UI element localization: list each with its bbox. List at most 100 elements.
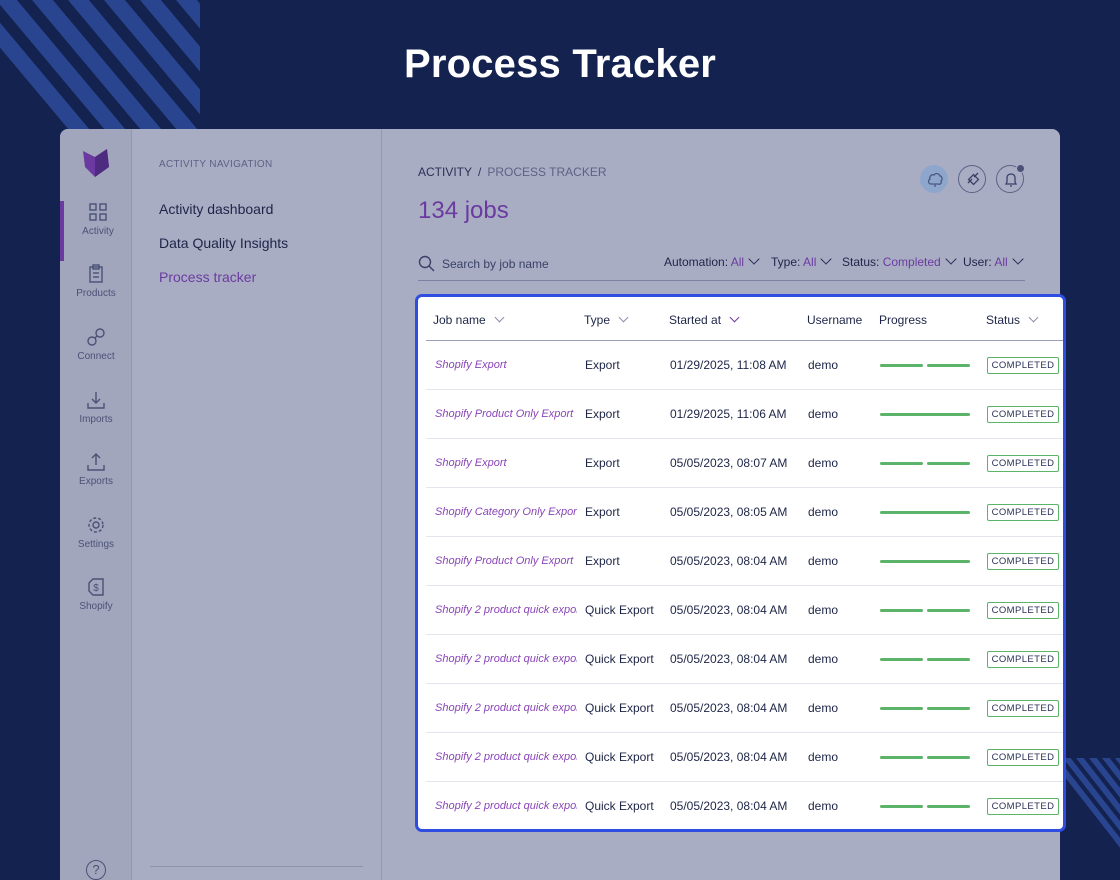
rail-item-settings[interactable]: Settings [60,514,132,574]
search-icon [418,255,435,272]
rail-item-label: Exports [79,476,113,487]
column-header-type[interactable]: Type [584,297,629,344]
table-row[interactable]: Shopify 2 product quick export Quick Expo… [426,733,1063,782]
job-type: Quick Export [585,603,654,617]
subnav-title: ACTIVITY NAVIGATION [159,159,273,170]
job-name-link[interactable]: Shopify Product Only Export [435,555,574,567]
status-badge: COMPLETED [987,700,1059,717]
started-at: 05/05/2023, 08:04 AM [670,701,788,715]
column-label: Username [807,313,863,327]
table-row[interactable]: Shopify 2 product quick export Quick Expo… [426,782,1063,829]
table-row[interactable]: Shopify 2 product quick export Quick Expo… [426,586,1063,635]
filter-user[interactable]: User: All [963,253,1024,269]
progress-segment [880,707,923,710]
chevron-down-icon [820,253,833,265]
started-at: 05/05/2023, 08:04 AM [670,554,788,568]
subnav-item-process-tracker[interactable]: Process tracker [159,269,257,285]
table-row[interactable]: Shopify Product Only Export Export 05/05/2… [426,537,1063,586]
progress-segment [880,413,970,416]
started-at: 05/05/2023, 08:04 AM [670,750,788,764]
job-type: Export [585,554,620,568]
username: demo [808,652,839,666]
status-badge: COMPLETED [987,651,1059,668]
filter-value: All [803,255,817,269]
notifications-button[interactable] [996,164,1025,193]
breadcrumb-current: PROCESS TRACKER [487,165,607,179]
breadcrumb-root[interactable]: ACTIVITY [418,165,473,179]
hero-title: Process Tracker [403,42,717,86]
job-name-link[interactable]: Shopify Category Only Export [435,506,577,518]
job-name-link[interactable]: Shopify Export [435,457,507,469]
rail-item-activity[interactable]: Activity [60,201,132,261]
export-icon [87,453,105,471]
grid-icon [89,203,107,221]
progress-segment [880,462,923,465]
progress-bar [880,511,970,514]
job-name-link[interactable]: Shopify 2 product quick export [435,702,577,714]
username: demo [808,603,839,617]
table-row[interactable]: Shopify Export Export 05/05/2023, 08:07 AM… [426,439,1063,488]
table-row[interactable]: Shopify Product Only Export Export 01/29/2… [426,390,1063,439]
rail-item-shopify[interactable]: $ Shopify [60,576,132,636]
progress-segment [927,658,970,661]
job-type: Quick Export [585,701,654,715]
filter-value: All [994,255,1008,269]
help-center-button[interactable] [920,165,948,193]
integrations-button[interactable] [958,165,986,193]
filter-label: Type: [771,255,801,269]
progress-segment [927,462,970,465]
shopify-icon: $ [88,578,104,596]
job-name-link[interactable]: Shopify 2 product quick export [435,604,577,616]
main-content: ACTIVITY / PROCESS TRACKER 134 jobs Automa… [382,129,1060,880]
search-box[interactable] [418,253,658,277]
progress-segment [880,364,923,367]
breadcrumb-separator: / [478,165,482,179]
progress-bar [880,609,970,612]
filter-value: All [730,255,745,269]
table-row[interactable]: Shopify Category Only Export Export 05/05/… [426,488,1063,537]
sort-desc-icon [729,312,740,323]
filter-status[interactable]: Status: Completed [842,253,957,269]
help-button[interactable]: ? [86,860,106,880]
search-input[interactable] [442,255,642,273]
table-row[interactable]: Shopify 2 product quick export Quick Expo… [426,684,1063,733]
username: demo [808,358,839,372]
progress-segment [880,805,923,808]
job-name-link[interactable]: Shopify 2 product quick export [435,800,577,812]
activity-subnav: ACTIVITY NAVIGATION Activity dashboard D… [132,129,382,880]
table-row[interactable]: Shopify Export Export 01/29/2025, 11:08 AM… [426,341,1063,390]
status-badge: COMPLETED [987,602,1059,619]
job-type: Quick Export [585,799,654,813]
chevron-down-icon [945,253,957,265]
progress-bar [880,364,970,367]
rail-item-connect[interactable]: Connect [60,326,132,386]
job-type: Quick Export [585,750,654,764]
column-header-status[interactable]: Status [986,297,1039,344]
filter-automation[interactable]: Automation: All [664,253,760,269]
job-name-link[interactable]: Shopify 2 product quick export [435,653,577,665]
job-name-link[interactable]: Shopify Export [435,359,507,371]
chevron-down-icon [618,312,629,323]
started-at: 05/05/2023, 08:04 AM [670,799,788,813]
progress-segment [927,805,970,808]
chevron-down-icon [494,312,505,323]
column-header-job-name[interactable]: Job name [433,297,505,344]
table-row[interactable]: Shopify 2 product quick export Quick Expo… [426,635,1063,684]
progress-segment [880,609,923,612]
subnav-item-data-quality-insights[interactable]: Data Quality Insights [159,235,289,251]
rail-item-imports[interactable]: Imports [60,389,132,449]
rail-item-label: Products [76,288,116,299]
filter-label: User: [963,255,992,269]
started-at: 01/29/2025, 11:06 AM [670,407,787,421]
rail-item-products[interactable]: Products [60,263,132,323]
job-name-link[interactable]: Shopify 2 product quick export [435,751,577,763]
username: demo [808,505,839,519]
subnav-item-activity-dashboard[interactable]: Activity dashboard [159,201,274,217]
bell-icon [1004,173,1018,187]
rail-item-exports[interactable]: Exports [60,451,132,511]
job-type: Export [585,407,620,421]
column-header-started-at[interactable]: Started at [669,297,740,344]
filter-type[interactable]: Type: All [771,253,833,269]
job-name-link[interactable]: Shopify Product Only Export [435,408,574,420]
jobs-table: Job name Type Started at Username Progre… [415,294,1066,832]
